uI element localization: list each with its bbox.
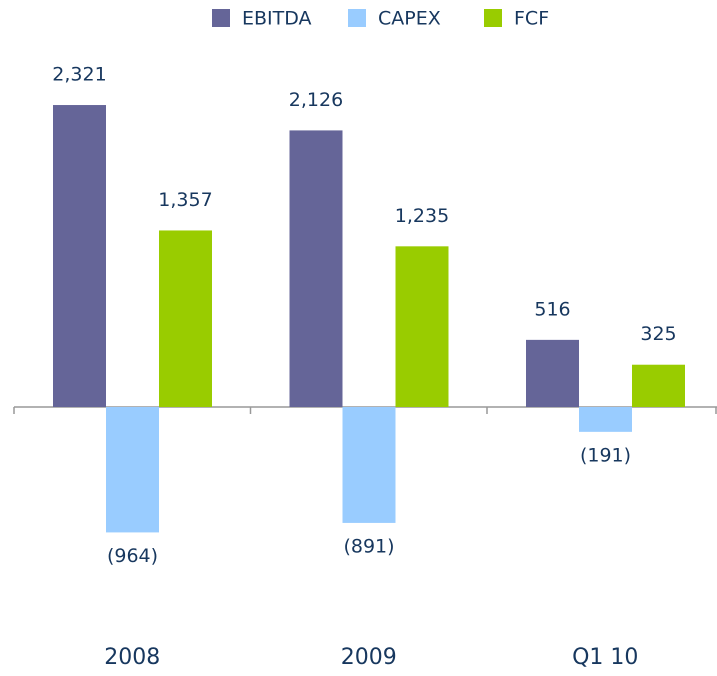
data-label: 325 — [640, 323, 676, 345]
bar — [526, 339, 579, 407]
data-label: (891) — [343, 535, 394, 557]
data-label: 1,357 — [158, 189, 212, 211]
legend-swatch — [484, 9, 502, 27]
bar — [53, 105, 106, 407]
x-tick-label: 2009 — [341, 645, 397, 670]
legend-label: FCF — [514, 8, 549, 30]
x-tick-label: Q1 10 — [572, 645, 638, 670]
legend-swatch — [348, 9, 366, 27]
bar — [289, 130, 343, 407]
bar — [395, 246, 449, 407]
data-label: 1,235 — [395, 205, 449, 227]
data-label: 516 — [534, 298, 570, 320]
data-label: (964) — [107, 545, 158, 567]
data-label: 2,126 — [289, 89, 343, 111]
legend-label: CAPEX — [378, 8, 441, 30]
data-label: (191) — [580, 444, 631, 466]
bar — [106, 407, 159, 533]
x-tick-label: 2008 — [104, 645, 160, 670]
bar — [579, 407, 632, 432]
legend-swatch — [212, 9, 230, 27]
legend-label: EBITDA — [242, 8, 312, 30]
data-label: 2,321 — [52, 64, 106, 86]
bar — [159, 230, 212, 407]
bar — [632, 364, 685, 407]
bar — [342, 407, 396, 523]
